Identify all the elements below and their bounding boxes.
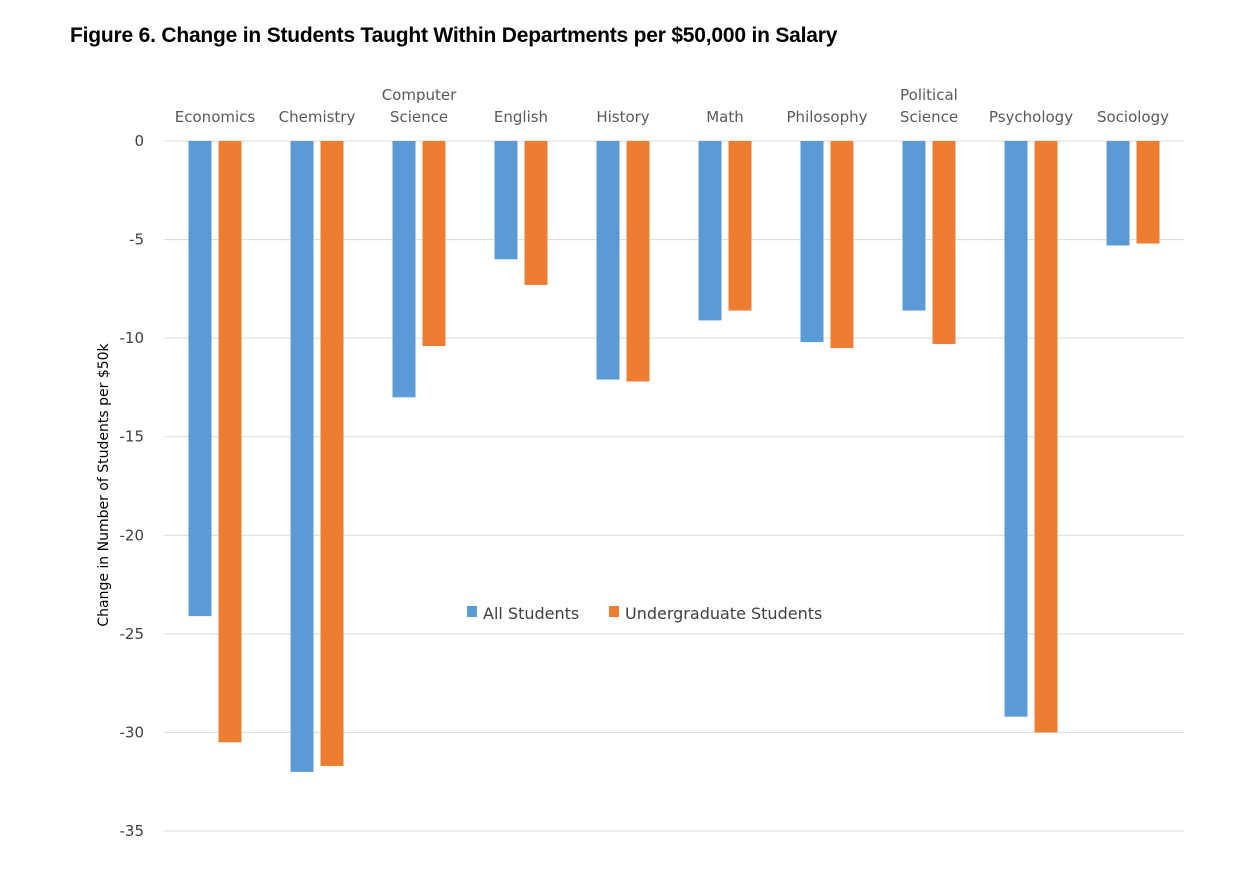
bar-undergraduate-students <box>626 141 650 382</box>
bar-all-students <box>698 141 722 321</box>
bar-all-students <box>392 141 416 398</box>
category-label: Political <box>900 86 958 104</box>
category-label: Math <box>706 108 744 126</box>
bar-undergraduate-students <box>932 141 956 345</box>
legend-swatch-undergraduate-students <box>609 606 619 617</box>
category-label: Computer <box>382 86 457 104</box>
bar-all-students <box>596 141 620 380</box>
bar-all-students <box>290 141 314 772</box>
bar-undergraduate-students <box>320 141 344 766</box>
category-label: Science <box>900 108 958 126</box>
y-tick-label: -35 <box>120 822 145 840</box>
category-label: Sociology <box>1097 108 1169 126</box>
legend-swatch-all-students <box>467 606 477 617</box>
bar-undergraduate-students <box>1136 141 1160 244</box>
bar-all-students <box>494 141 518 260</box>
bar-undergraduate-students <box>524 141 548 285</box>
bar-all-students <box>188 141 212 617</box>
bar-all-students <box>1004 141 1028 717</box>
bars <box>188 141 1160 772</box>
category-label: History <box>596 108 649 126</box>
y-axis-label: Change in Number of Students per $50k <box>96 342 112 626</box>
figure-title: Figure 6. Change in Students Taught With… <box>70 24 838 47</box>
legend-label-all-students: All Students <box>483 604 579 623</box>
bar-undergraduate-students <box>830 141 854 348</box>
category-label: Science <box>390 108 448 126</box>
y-tick-label: -20 <box>120 526 145 544</box>
bar-all-students <box>902 141 926 311</box>
y-tick-label: -15 <box>120 428 145 446</box>
y-axis-ticks: 0 -5 -10 -15 -20 -25 -30 -35 <box>120 132 145 840</box>
x-axis-categories: Economics Chemistry Computer Science English… <box>175 86 1169 126</box>
bar-undergraduate-students <box>218 141 242 743</box>
y-tick-label: 0 <box>134 132 144 150</box>
y-tick-label: -30 <box>120 723 145 741</box>
category-label: Psychology <box>989 108 1073 126</box>
category-label: English <box>494 108 548 126</box>
bar-all-students <box>800 141 824 343</box>
bar-all-students <box>1106 141 1130 246</box>
category-label: Chemistry <box>279 108 356 126</box>
y-tick-label: -5 <box>129 231 144 249</box>
y-tick-label: -10 <box>120 329 145 347</box>
gridlines <box>164 140 1184 832</box>
y-tick-label: -25 <box>120 625 145 643</box>
category-label: Economics <box>175 108 256 126</box>
category-label: Philosophy <box>787 108 868 126</box>
bar-undergraduate-students <box>1034 141 1058 733</box>
bar-undergraduate-students <box>728 141 752 311</box>
legend-label-undergraduate-students: Undergraduate Students <box>625 604 822 623</box>
legend: All Students Undergraduate Students <box>467 604 822 623</box>
bar-undergraduate-students <box>422 141 446 347</box>
